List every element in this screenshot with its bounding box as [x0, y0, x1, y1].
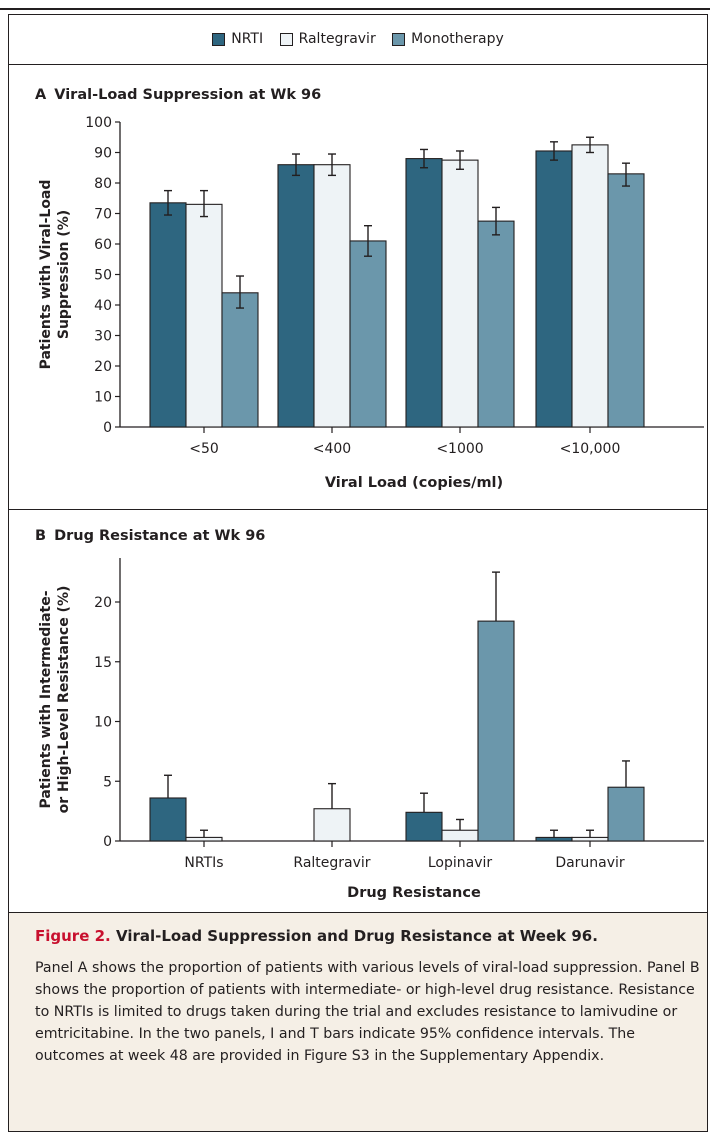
legend-swatch-monotherapy: [392, 32, 406, 46]
x-tick-label: Darunavir: [555, 855, 625, 871]
y-tick-label: 20: [94, 595, 112, 611]
bar-monotherapy-2: [477, 620, 515, 842]
legend-label-nrti: NRTI: [231, 31, 264, 47]
panel-b-title: B Drug Resistance at Wk 96: [35, 528, 265, 544]
y-tick-label: 100: [85, 115, 112, 131]
legend-swatch-raltegravir: [279, 32, 293, 46]
y-axis-label: Patients with Viral-Load: [38, 180, 54, 370]
bar-nrti-3: [535, 836, 573, 842]
y-tick-label: 30: [94, 329, 112, 345]
panel-b: B Drug Resistance at Wk 96 0 5 10 15 20 Patien…: [8, 509, 708, 912]
figure-title: Viral-Load Suppression and Drug Resistan…: [115, 927, 598, 945]
bar-raltegravir-1: [313, 164, 351, 428]
y-axis-label: Suppression (%): [56, 210, 72, 339]
bar-nrti-1: [277, 164, 315, 428]
bar-monotherapy-3: [607, 786, 645, 842]
y-tick-label: 0: [103, 834, 112, 850]
y-tick-label: 90: [94, 146, 112, 162]
chart-b: 0 5 10 15 20 Patients with Intermediate-or Hi…: [38, 558, 704, 901]
legend-item-monotherapy: Monotherapy: [392, 31, 504, 47]
legend-item-nrti: NRTI: [212, 31, 263, 47]
bar-raltegravir-1: [313, 808, 351, 842]
figure-label: Figure 2.: [35, 927, 111, 945]
bar-monotherapy-2: [477, 220, 515, 428]
top-rule: [0, 8, 710, 10]
caption-body: Panel A shows the proportion of patients…: [35, 960, 700, 1064]
panel-a-letter: A: [35, 87, 47, 103]
x-tick-label: <400: [313, 441, 351, 457]
bar-nrti-2: [405, 811, 443, 842]
panel-a-title-text: Viral-Load Suppression at Wk 96: [54, 87, 322, 103]
y-tick-label: 40: [94, 298, 112, 314]
legend-swatch-nrti: [212, 32, 226, 46]
y-tick-label: 10: [94, 390, 112, 406]
x-tick-label: <10,000: [560, 441, 621, 457]
y-tick-label: 70: [94, 207, 112, 223]
panel-a-title: A Viral-Load Suppression at Wk 96: [35, 87, 321, 103]
x-axis-label: Drug Resistance: [347, 885, 481, 901]
bar-nrti-0: [149, 202, 187, 428]
y-tick-label: 0: [103, 420, 112, 436]
bar-nrti-0: [149, 797, 187, 842]
bar-raltegravir-3: [571, 836, 609, 842]
bar-monotherapy-1: [349, 240, 387, 428]
legend-label-raltegravir: Raltegravir: [298, 31, 376, 47]
x-axis-label: Viral Load (copies/ml): [325, 475, 503, 491]
y-tick-label: 20: [94, 359, 112, 375]
legend-item-raltegravir: Raltegravir: [279, 31, 376, 47]
x-tick-label: Raltegravir: [293, 855, 370, 871]
bar-nrti-3: [535, 150, 573, 428]
bar-raltegravir-0: [185, 203, 223, 428]
bar-raltegravir-0: [185, 836, 223, 842]
bar-monotherapy-0: [221, 292, 259, 428]
y-tick-label: 5: [103, 774, 112, 790]
legend: NRTI Raltegravir Monotherapy: [9, 31, 707, 50]
caption-panel: Figure 2. Viral-Load Suppression and Dru…: [8, 912, 708, 1132]
panel-a: A Viral-Load Suppression at Wk 96 0 10 20 30…: [8, 64, 708, 509]
legend-panel: NRTI Raltegravir Monotherapy: [8, 14, 708, 64]
legend-label-monotherapy: Monotherapy: [411, 31, 504, 47]
y-tick-label: 15: [94, 655, 112, 671]
panel-b-letter: B: [35, 528, 47, 544]
x-tick-label: NRTIs: [184, 855, 223, 871]
y-tick-label: 60: [94, 237, 112, 253]
y-tick-label: 50: [94, 268, 112, 284]
x-tick-label: Lopinavir: [428, 855, 493, 871]
panel-b-title-text: Drug Resistance at Wk 96: [54, 528, 266, 544]
y-tick-label: 10: [94, 715, 112, 731]
y-tick-label: 80: [94, 176, 112, 192]
caption-title: Figure 2. Viral-Load Suppression and Dru…: [35, 927, 598, 945]
y-axis-label: or High-Level Resistance (%): [56, 586, 72, 814]
x-tick-label: <50: [189, 441, 219, 457]
bar-raltegravir-2: [441, 829, 479, 842]
x-tick-label: <1000: [436, 441, 483, 457]
bar-monotherapy-3: [607, 173, 645, 428]
bar-raltegravir-2: [441, 159, 479, 428]
y-axis-label: Patients with Intermediate-: [38, 590, 54, 808]
bar-nrti-2: [405, 158, 443, 428]
chart-a: 0 10 20 30 40 50 60 70 80 90 100 Patients with Vira…: [38, 115, 704, 491]
bar-raltegravir-3: [571, 144, 609, 428]
